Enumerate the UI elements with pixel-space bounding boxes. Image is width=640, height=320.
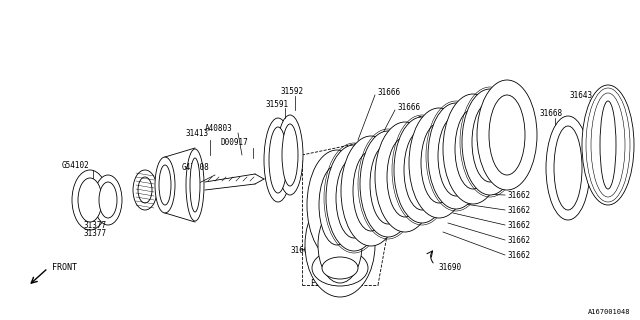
Text: 31377: 31377 bbox=[83, 228, 107, 237]
Ellipse shape bbox=[133, 170, 157, 210]
Ellipse shape bbox=[186, 149, 204, 221]
Ellipse shape bbox=[269, 127, 287, 193]
Ellipse shape bbox=[477, 80, 537, 190]
Ellipse shape bbox=[394, 117, 450, 223]
Ellipse shape bbox=[322, 257, 358, 279]
Ellipse shape bbox=[282, 124, 298, 186]
Ellipse shape bbox=[409, 108, 469, 218]
Text: 31592: 31592 bbox=[280, 86, 303, 95]
Ellipse shape bbox=[318, 207, 362, 283]
Ellipse shape bbox=[428, 103, 484, 209]
Text: 31666: 31666 bbox=[397, 102, 420, 111]
Text: 31662: 31662 bbox=[507, 236, 530, 244]
Text: 31662: 31662 bbox=[507, 220, 530, 229]
Ellipse shape bbox=[489, 95, 525, 175]
Ellipse shape bbox=[472, 102, 508, 182]
Text: G54102: G54102 bbox=[62, 161, 90, 170]
Ellipse shape bbox=[582, 85, 634, 205]
Ellipse shape bbox=[277, 115, 303, 195]
Text: 31668: 31668 bbox=[540, 108, 563, 117]
Ellipse shape bbox=[554, 126, 582, 210]
Ellipse shape bbox=[421, 123, 457, 203]
Text: F10017: F10017 bbox=[310, 278, 338, 287]
Ellipse shape bbox=[155, 157, 175, 213]
Text: 31690: 31690 bbox=[438, 263, 461, 273]
Ellipse shape bbox=[375, 122, 435, 232]
Ellipse shape bbox=[404, 130, 440, 210]
Ellipse shape bbox=[326, 145, 382, 251]
Ellipse shape bbox=[190, 158, 200, 212]
Ellipse shape bbox=[305, 193, 375, 297]
Ellipse shape bbox=[94, 175, 122, 225]
Ellipse shape bbox=[438, 116, 474, 196]
Text: 31666: 31666 bbox=[457, 140, 480, 149]
Text: 31666: 31666 bbox=[377, 87, 400, 97]
Ellipse shape bbox=[546, 116, 590, 220]
Text: 31662: 31662 bbox=[507, 190, 530, 199]
Text: 31591: 31591 bbox=[265, 100, 288, 108]
Ellipse shape bbox=[78, 178, 102, 222]
Ellipse shape bbox=[600, 101, 616, 189]
Text: D00917: D00917 bbox=[220, 138, 248, 147]
Text: A40803: A40803 bbox=[205, 124, 233, 132]
Text: FRONT: FRONT bbox=[52, 262, 77, 271]
Ellipse shape bbox=[319, 165, 355, 245]
Text: 31666: 31666 bbox=[437, 129, 460, 138]
Ellipse shape bbox=[72, 170, 108, 230]
Text: 31662: 31662 bbox=[507, 205, 530, 214]
Text: 31667: 31667 bbox=[290, 245, 313, 254]
Ellipse shape bbox=[462, 89, 518, 195]
Ellipse shape bbox=[370, 144, 406, 224]
Text: 31413: 31413 bbox=[185, 129, 208, 138]
Ellipse shape bbox=[353, 151, 389, 231]
Ellipse shape bbox=[455, 109, 491, 189]
Text: 31643: 31643 bbox=[570, 91, 593, 100]
Ellipse shape bbox=[312, 250, 368, 286]
Text: 31662: 31662 bbox=[507, 251, 530, 260]
Text: A167001048: A167001048 bbox=[588, 309, 630, 315]
Ellipse shape bbox=[360, 131, 416, 237]
Ellipse shape bbox=[336, 158, 372, 238]
Ellipse shape bbox=[341, 136, 401, 246]
Text: 31666: 31666 bbox=[417, 116, 440, 124]
Ellipse shape bbox=[387, 137, 423, 217]
Ellipse shape bbox=[264, 118, 292, 202]
Ellipse shape bbox=[159, 165, 171, 205]
Ellipse shape bbox=[443, 94, 503, 204]
Ellipse shape bbox=[138, 177, 152, 203]
Text: 31377: 31377 bbox=[83, 220, 107, 229]
Ellipse shape bbox=[99, 182, 117, 218]
Ellipse shape bbox=[307, 150, 367, 260]
Text: G43208: G43208 bbox=[182, 163, 210, 172]
